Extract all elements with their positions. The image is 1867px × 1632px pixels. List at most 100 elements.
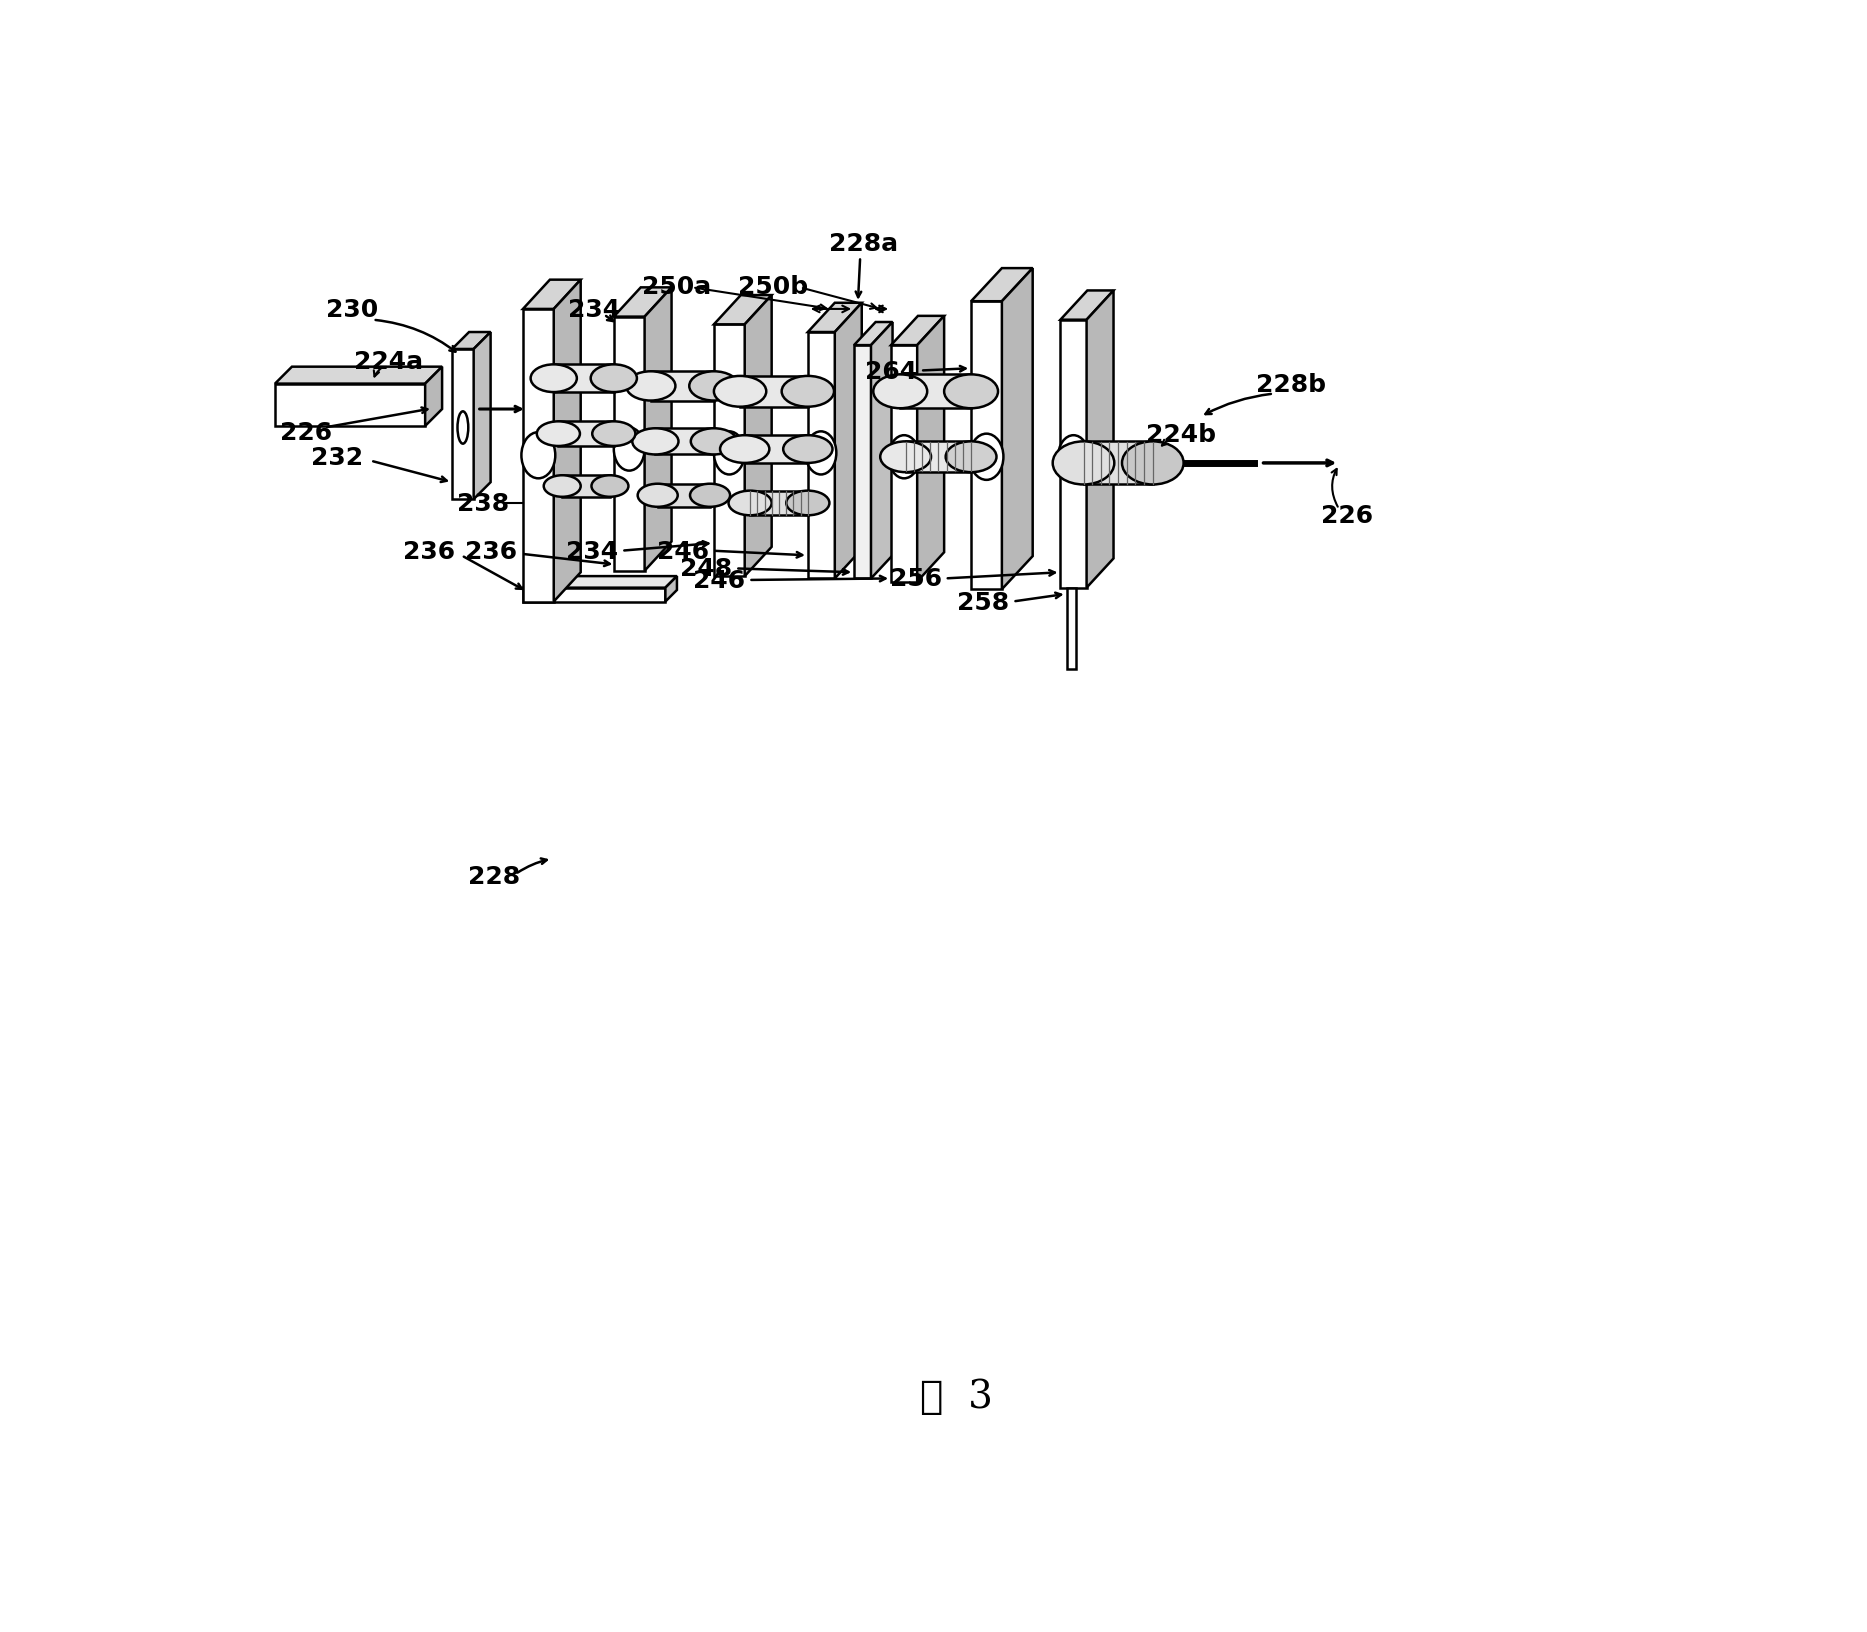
Ellipse shape [713,377,765,408]
Polygon shape [452,333,491,349]
Polygon shape [713,295,771,325]
Ellipse shape [592,423,635,447]
Text: 226: 226 [1320,503,1372,527]
Polygon shape [562,477,611,498]
Polygon shape [835,304,863,579]
Polygon shape [713,325,745,576]
Text: 236: 236 [465,539,517,563]
Text: 258: 258 [958,591,1010,614]
Polygon shape [426,367,442,426]
Text: 228: 228 [467,865,519,889]
Text: 226: 226 [280,421,332,446]
Text: 246: 246 [657,539,709,563]
Text: 264: 264 [864,359,917,384]
Polygon shape [554,366,614,393]
Ellipse shape [590,366,637,393]
Ellipse shape [805,432,836,475]
Ellipse shape [721,436,769,463]
Polygon shape [1060,320,1087,588]
Text: 248: 248 [680,557,732,581]
Polygon shape [1003,269,1032,589]
Polygon shape [554,281,581,602]
Ellipse shape [543,477,581,498]
Polygon shape [917,317,945,583]
Text: 234: 234 [568,297,620,322]
Text: 256: 256 [889,566,941,591]
Ellipse shape [614,428,644,472]
Polygon shape [971,269,1032,302]
Ellipse shape [639,485,678,508]
Ellipse shape [786,491,829,516]
Polygon shape [808,304,863,333]
Polygon shape [900,375,971,410]
Polygon shape [891,317,945,346]
Text: 232: 232 [310,446,362,470]
Polygon shape [652,372,713,401]
Ellipse shape [1122,442,1184,485]
Ellipse shape [625,372,676,401]
Polygon shape [657,485,709,508]
Polygon shape [745,295,771,576]
Polygon shape [1066,588,1075,669]
Polygon shape [614,318,644,571]
Ellipse shape [969,434,1003,480]
Polygon shape [274,385,426,426]
Polygon shape [452,349,474,499]
Ellipse shape [538,423,581,447]
Text: 236: 236 [403,539,456,563]
Polygon shape [853,346,872,579]
Text: 234: 234 [566,539,618,563]
Ellipse shape [713,432,745,475]
Polygon shape [655,429,713,455]
Ellipse shape [457,411,469,444]
Ellipse shape [889,436,919,480]
Polygon shape [558,423,614,447]
Text: 230: 230 [327,297,379,322]
Polygon shape [644,289,672,571]
Polygon shape [523,281,581,310]
Ellipse shape [947,442,997,473]
Ellipse shape [1053,442,1115,485]
Polygon shape [523,310,554,602]
Polygon shape [745,436,808,463]
Polygon shape [808,333,835,579]
Polygon shape [665,576,678,602]
Polygon shape [1083,442,1152,485]
Ellipse shape [879,442,932,473]
Text: 246: 246 [693,568,745,592]
Polygon shape [891,346,917,583]
Text: 228a: 228a [829,232,898,256]
Ellipse shape [691,429,737,455]
Polygon shape [1060,290,1113,320]
Text: 228b: 228b [1256,372,1326,397]
Polygon shape [274,367,442,385]
Polygon shape [971,302,1003,589]
Polygon shape [751,491,808,516]
Polygon shape [739,377,808,408]
Ellipse shape [782,436,833,463]
Ellipse shape [521,432,554,480]
Text: 224b: 224b [1146,423,1215,447]
Ellipse shape [728,491,771,516]
Ellipse shape [1059,436,1088,480]
Polygon shape [872,323,892,579]
Ellipse shape [530,366,577,393]
Polygon shape [614,289,672,318]
Polygon shape [1087,290,1113,588]
Ellipse shape [689,372,739,401]
Polygon shape [523,588,665,602]
Polygon shape [474,333,491,499]
Text: 238: 238 [457,491,510,516]
Ellipse shape [782,377,835,408]
Polygon shape [853,323,892,346]
Text: 250a: 250a [642,274,711,299]
Text: 图  3: 图 3 [920,1377,993,1415]
Text: 224a: 224a [353,349,422,374]
Ellipse shape [691,485,730,508]
Polygon shape [905,442,971,473]
Ellipse shape [874,375,928,410]
Ellipse shape [945,375,999,410]
Polygon shape [523,576,678,588]
Ellipse shape [592,477,629,498]
Ellipse shape [633,429,678,455]
